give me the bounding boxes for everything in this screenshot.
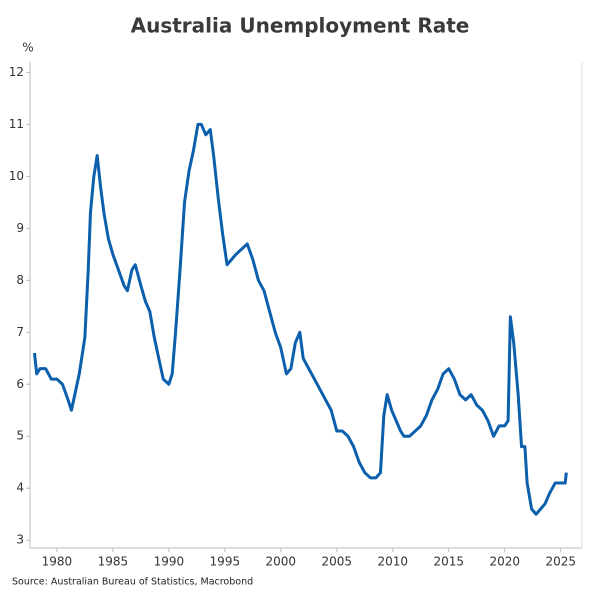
x-tick-label: 2010	[378, 555, 409, 569]
y-tick-label: 9	[16, 221, 24, 235]
y-tick-label: 6	[16, 377, 24, 391]
x-tick-label: 1980	[42, 555, 73, 569]
y-tick-label: 7	[16, 325, 24, 339]
x-tick-label: 2000	[266, 555, 297, 569]
y-axis-label: %	[22, 41, 33, 55]
data-line	[32, 122, 568, 516]
y-tick-label: 5	[16, 429, 24, 443]
x-tick-label: 1995	[210, 555, 241, 569]
x-tick-label: 2005	[322, 555, 353, 569]
x-tick-label: 1985	[98, 555, 129, 569]
x-tick-label: 2025	[545, 555, 576, 569]
x-tick-label: 2015	[433, 555, 464, 569]
x-tick-label: 1990	[154, 555, 185, 569]
y-tick-label: 10	[9, 169, 24, 183]
y-tick-label: 11	[9, 117, 24, 131]
chart-title: Australia Unemployment Rate	[131, 14, 470, 38]
x-tick-label: 2020	[489, 555, 520, 569]
source-note: Source: Australian Bureau of Statistics,…	[12, 577, 253, 588]
y-tick-label: 4	[16, 481, 24, 495]
y-tick-label: 3	[16, 533, 24, 547]
y-tick-label: 12	[9, 65, 24, 79]
y-tick-label: 8	[16, 273, 24, 287]
